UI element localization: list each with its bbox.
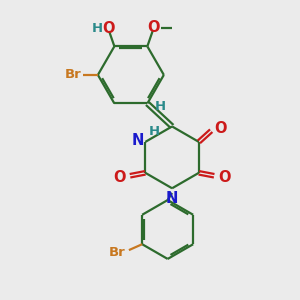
Text: N: N [131,133,144,148]
Text: O: O [214,121,227,136]
Text: O: O [113,170,126,185]
Text: Br: Br [65,68,82,81]
Text: Br: Br [109,246,126,259]
Text: O: O [147,20,160,35]
Text: O: O [218,170,231,185]
Text: H: H [155,100,166,113]
Text: H: H [149,125,160,138]
Text: N: N [166,190,178,206]
Text: H: H [92,22,103,34]
Text: O: O [102,21,115,36]
